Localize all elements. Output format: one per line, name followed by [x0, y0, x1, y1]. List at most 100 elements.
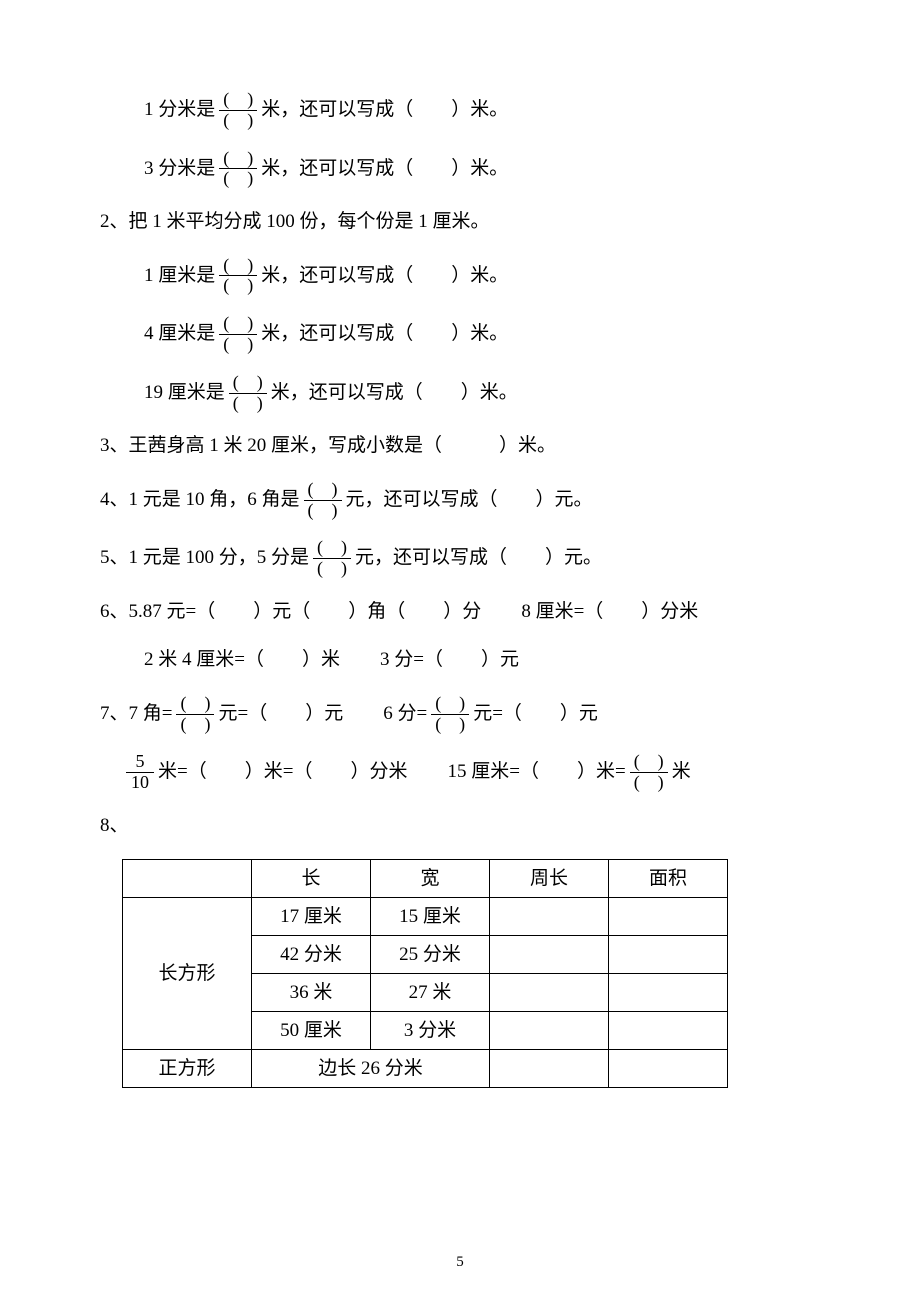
- page-number: 5: [0, 1250, 920, 1274]
- q3-t1: 3、王茜身高 1 米 20 厘米，写成小数是: [100, 431, 423, 461]
- blank-fraction: ( ) ( ): [304, 480, 342, 521]
- q6-b: 8 厘米=: [521, 597, 584, 627]
- q7-yuan-end2: 元: [579, 699, 598, 729]
- q4-t1: 4、1 元是 10 角，6 角是: [100, 485, 300, 515]
- q1b-mid: 米，还可以写成: [261, 154, 394, 184]
- q6-line2: 2 米 4 厘米= （ ） 米 3 分= （ ） 元: [100, 645, 820, 675]
- blank-fraction: ( ) ( ): [219, 256, 257, 297]
- q6-jiao: 角: [367, 597, 386, 627]
- q7-line1: 7、7 角= ( ) ( ) 元= （ ） 元 6 分= ( ) ( ) 元= …: [100, 694, 820, 735]
- q2a-post: 米。: [470, 261, 508, 291]
- blank-fraction: ( ) ( ): [431, 694, 469, 735]
- q6-line1: 6、5.87 元= （ ） 元 （ ） 角 （ ） 分 8 厘米= （ ） 分米: [100, 597, 820, 627]
- q7-yuan2: 元=: [473, 699, 503, 729]
- blank-fraction: ( ) ( ): [229, 373, 267, 414]
- th-length: 长: [252, 860, 371, 898]
- q7-yuan: 元=: [218, 699, 248, 729]
- blank-paren: （ ）: [404, 378, 480, 408]
- cell-length: 42 分米: [252, 936, 371, 974]
- q1a-post: 米。: [470, 95, 508, 125]
- cell-square-side: 边长 26 分米: [252, 1050, 490, 1088]
- q2c-mid: 米，还可以写成: [271, 378, 404, 408]
- q6-a: 6、5.87 元=: [100, 597, 196, 627]
- cell-blank: [609, 936, 728, 974]
- blank-paren: （ ）: [386, 597, 462, 627]
- q2a-line: 1 厘米是 ( ) ( ) 米，还可以写成 （ ） 米。: [100, 256, 820, 297]
- frac-den: ( ): [306, 501, 340, 521]
- frac-den: ( ): [221, 276, 255, 296]
- q7-b: 6 分=: [383, 699, 427, 729]
- q5-t2: 元，还可以写成: [355, 543, 488, 573]
- q1a-mid: 米，还可以写成: [261, 95, 394, 125]
- blank-paren: （ ）: [394, 154, 470, 184]
- frac-den: ( ): [221, 169, 255, 189]
- blank-paren: （ ）: [394, 261, 470, 291]
- q2c-pre: 19 厘米是: [144, 378, 225, 408]
- cell-blank: [609, 1050, 728, 1088]
- q2-head-text: 2、把 1 米平均分成 100 份，每个份是 1 厘米。: [100, 207, 490, 237]
- frac-num: ( ): [221, 314, 255, 334]
- q2b-pre: 4 厘米是: [144, 319, 215, 349]
- cell-length: 36 米: [252, 974, 371, 1012]
- frac-num: ( ): [221, 256, 255, 276]
- q4-line: 4、1 元是 10 角，6 角是 ( ) ( ) 元，还可以写成 （ ） 元。: [100, 480, 820, 521]
- cell-blank: [490, 974, 609, 1012]
- q5-t3: 元。: [564, 543, 602, 573]
- q6-fen: 分: [462, 597, 481, 627]
- cell-width: 15 厘米: [371, 898, 490, 936]
- cell-width: 27 米: [371, 974, 490, 1012]
- frac-num: ( ): [221, 149, 255, 169]
- th-width: 宽: [371, 860, 490, 898]
- th-area: 面积: [609, 860, 728, 898]
- frac-num: ( ): [178, 694, 212, 714]
- q8-label-text: 8、: [100, 811, 129, 841]
- blank-fraction: ( ) ( ): [630, 752, 668, 793]
- th-blank: [123, 860, 252, 898]
- table-row-square: 正方形 边长 26 分米: [123, 1050, 728, 1088]
- blank-paren: （ ）: [584, 597, 660, 627]
- row-label-square: 正方形: [123, 1050, 252, 1088]
- q2c-line: 19 厘米是 ( ) ( ) 米，还可以写成 （ ） 米。: [100, 373, 820, 414]
- q7-c-end2: 分米: [369, 757, 407, 787]
- q7-yuan-end: 元: [324, 699, 343, 729]
- q7-d-mid: 米=: [596, 757, 626, 787]
- cell-blank: [609, 898, 728, 936]
- frac-num: ( ): [632, 752, 666, 772]
- blank-fraction: ( ) ( ): [219, 90, 257, 131]
- cell-blank: [609, 1012, 728, 1050]
- table-row: 长方形 17 厘米 15 厘米: [123, 898, 728, 936]
- blank-paren: （ ）: [196, 597, 272, 627]
- blank-paren: （ ）: [503, 699, 579, 729]
- frac-den: 10: [129, 773, 151, 793]
- cell-blank: [490, 1050, 609, 1088]
- frac-den: ( ): [632, 773, 666, 793]
- th-perimeter: 周长: [490, 860, 609, 898]
- q3-t2: 米。: [518, 431, 556, 461]
- q7-d-end: 米: [672, 757, 691, 787]
- q7-line2: 5 10 米= （ ） 米= （ ） 分米 15 厘米= （ ） 米= ( ) …: [100, 752, 820, 793]
- cell-blank: [490, 1012, 609, 1050]
- q5-t1: 5、1 元是 100 分，5 分是: [100, 543, 309, 573]
- blank-paren: （ ）: [423, 431, 518, 461]
- blank-paren: （ ）: [424, 645, 500, 675]
- frac-num: ( ): [433, 694, 467, 714]
- q4-t2: 元，还可以写成: [346, 485, 479, 515]
- frac-den: ( ): [433, 715, 467, 735]
- q2a-mid: 米，还可以写成: [261, 261, 394, 291]
- frac-num: ( ): [306, 480, 340, 500]
- q4-t3: 元。: [555, 485, 593, 515]
- q6-c: 2 米 4 厘米=: [144, 645, 245, 675]
- q1b-line: 3 分米是 ( ) ( ) 米，还可以写成 （ ） 米。: [100, 149, 820, 190]
- cell-blank: [490, 936, 609, 974]
- blank-fraction: ( ) ( ): [313, 538, 351, 579]
- frac-den: ( ): [221, 111, 255, 131]
- q1b-pre: 3 分米是: [144, 154, 215, 184]
- q6-d: 3 分=: [380, 645, 424, 675]
- frac-num: ( ): [231, 373, 265, 393]
- q1b-post: 米。: [470, 154, 508, 184]
- blank-paren: （ ）: [293, 757, 369, 787]
- table-header-row: 长 宽 周长 面积: [123, 860, 728, 898]
- blank-fraction: ( ) ( ): [219, 149, 257, 190]
- frac-den: ( ): [231, 394, 265, 414]
- blank-paren: （ ）: [520, 757, 596, 787]
